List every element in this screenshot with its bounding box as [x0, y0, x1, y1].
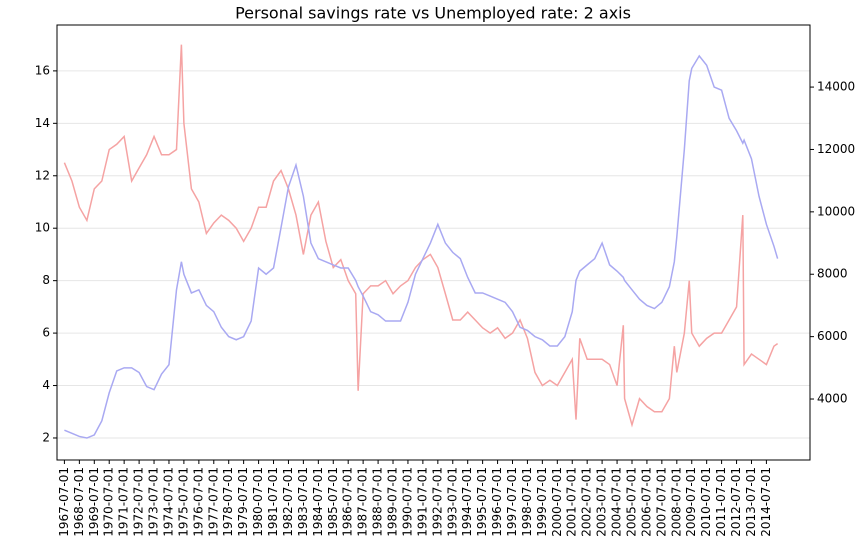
y2-tick-label: 4000 — [817, 392, 848, 406]
x-tick-label: 1974-07-01 — [161, 467, 175, 537]
x-tick-label: 1971-07-01 — [117, 467, 131, 537]
x-tick-label: 1999-07-01 — [535, 467, 549, 537]
x-tick-label: 1994-07-01 — [460, 467, 474, 537]
x-tick-label: 1993-07-01 — [445, 467, 459, 537]
x-tick-label: 2011-07-01 — [714, 467, 728, 537]
x-tick-label: 1973-07-01 — [147, 467, 161, 537]
y2-tick-label: 12000 — [817, 142, 855, 156]
y-tick-label: 6 — [42, 326, 50, 340]
y2-tick-label: 6000 — [817, 329, 848, 343]
x-tick-label: 2001-07-01 — [565, 467, 579, 537]
x-tick-label: 2007-07-01 — [654, 467, 668, 537]
x-tick-label: 2003-07-01 — [595, 467, 609, 537]
series-line — [63, 44, 779, 428]
y-tick-label: 16 — [35, 63, 50, 77]
x-tick-label: 1975-07-01 — [176, 467, 190, 537]
x-tick-label: 1997-07-01 — [505, 467, 519, 537]
x-tick-label: 2006-07-01 — [639, 467, 653, 537]
x-tick-label: 1988-07-01 — [371, 467, 385, 537]
x-tick-label: 1979-07-01 — [236, 467, 250, 537]
x-tick-label: 1990-07-01 — [400, 467, 414, 537]
x-tick-label: 1976-07-01 — [191, 467, 205, 537]
x-tick-label: 2005-07-01 — [624, 467, 638, 537]
x-tick-label: 1969-07-01 — [87, 467, 101, 537]
x-tick-label: 1981-07-01 — [266, 467, 280, 537]
x-tick-label: 2002-07-01 — [580, 467, 594, 537]
x-tick-label: 1967-07-01 — [57, 467, 71, 537]
plot-frame — [56, 24, 811, 461]
x-tick-label: 1989-07-01 — [386, 467, 400, 537]
x-tick-label: 2013-07-01 — [744, 467, 758, 537]
y-tick-label: 12 — [35, 168, 50, 182]
x-tick-label: 2012-07-01 — [729, 467, 743, 537]
x-tick-label: 1970-07-01 — [102, 467, 116, 537]
y2-tick-label: 10000 — [817, 204, 855, 218]
y-tick-label: 8 — [42, 273, 50, 287]
x-tick-label: 2004-07-01 — [610, 467, 624, 537]
y2-tick-label: 14000 — [817, 80, 855, 94]
x-tick-label: 1985-07-01 — [326, 467, 340, 537]
x-tick-label: 1968-07-01 — [72, 467, 86, 537]
x-tick-label: 2010-07-01 — [699, 467, 713, 537]
x-tick-label: 1995-07-01 — [475, 467, 489, 537]
y-tick-label: 10 — [35, 221, 50, 235]
x-tick-label: 1977-07-01 — [206, 467, 220, 537]
y2-tick-label: 8000 — [817, 267, 848, 281]
x-tick-label: 1980-07-01 — [251, 467, 265, 537]
x-tick-label: 1992-07-01 — [430, 467, 444, 537]
x-tick-label: 2014-07-01 — [759, 467, 773, 537]
y-tick-label: 2 — [42, 430, 50, 444]
x-tick-label: 1998-07-01 — [520, 467, 534, 537]
x-tick-label: 1996-07-01 — [490, 467, 504, 537]
x-tick-label: 1991-07-01 — [415, 467, 429, 537]
x-tick-label: 1984-07-01 — [311, 467, 325, 537]
x-tick-label: 1982-07-01 — [281, 467, 295, 537]
x-tick-label: 2009-07-01 — [684, 467, 698, 537]
chart-title: Personal savings rate vs Unemployed rate… — [235, 4, 631, 23]
series-line — [64, 54, 779, 439]
x-tick-label: 2008-07-01 — [669, 467, 683, 537]
x-tick-label: 1972-07-01 — [132, 467, 146, 537]
y-tick-label: 14 — [35, 116, 50, 130]
x-tick-label: 1986-07-01 — [341, 467, 355, 537]
x-tick-label: 1987-07-01 — [356, 467, 370, 537]
y-tick-label: 4 — [42, 378, 50, 392]
x-tick-label: 2000-07-01 — [550, 467, 564, 537]
x-tick-label: 1978-07-01 — [221, 467, 235, 537]
x-tick-label: 1983-07-01 — [296, 467, 310, 537]
